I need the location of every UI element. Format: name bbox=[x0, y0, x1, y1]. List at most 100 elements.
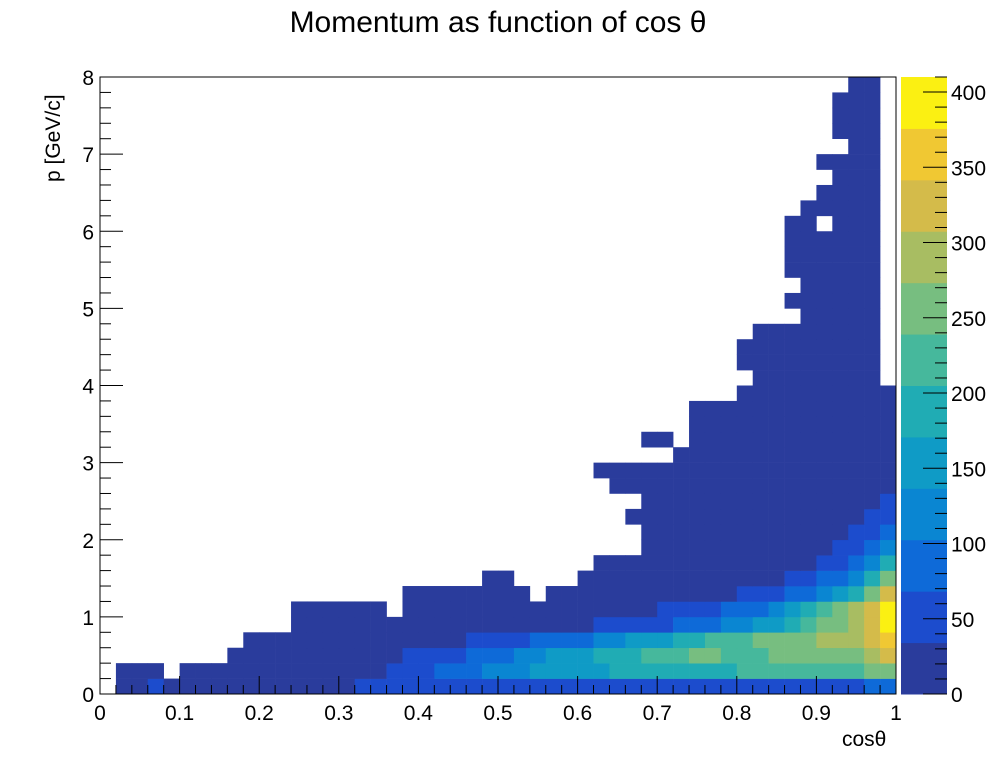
heatmap-cell bbox=[880, 570, 897, 587]
heatmap-cell bbox=[864, 647, 881, 664]
heatmap-cell bbox=[657, 462, 674, 479]
heatmap-cell bbox=[529, 647, 547, 664]
heatmap-cell bbox=[864, 246, 881, 263]
heatmap-cell bbox=[498, 647, 515, 664]
heatmap-cell bbox=[115, 678, 133, 695]
heatmap-cell bbox=[482, 616, 499, 633]
heatmap-cell bbox=[434, 601, 451, 618]
heatmap-cell bbox=[752, 323, 769, 340]
heatmap-cell bbox=[800, 570, 817, 587]
heatmap-cell bbox=[720, 616, 738, 633]
heatmap-cell bbox=[593, 632, 610, 649]
heatmap-cell bbox=[386, 663, 403, 679]
heatmap-cell bbox=[736, 570, 754, 587]
heatmap-cell bbox=[752, 385, 769, 402]
heatmap-cell bbox=[752, 647, 769, 664]
heatmap-cell bbox=[704, 555, 722, 571]
heatmap-cell bbox=[848, 586, 865, 602]
heatmap-cell bbox=[720, 462, 738, 479]
heatmap-cell bbox=[720, 555, 738, 571]
heatmap-cell bbox=[545, 586, 562, 602]
heatmap-cell bbox=[800, 601, 817, 618]
heatmap-cell bbox=[402, 632, 419, 649]
heatmap-cell bbox=[784, 462, 801, 479]
heatmap-cell bbox=[816, 370, 833, 386]
heatmap-cell bbox=[864, 292, 881, 309]
heatmap-cell bbox=[689, 678, 706, 695]
heatmap-cell bbox=[880, 555, 897, 571]
heatmap-cell bbox=[848, 555, 865, 571]
heatmap-cell bbox=[625, 678, 642, 695]
colorbar-segment bbox=[901, 488, 947, 541]
heatmap-cell bbox=[880, 616, 897, 633]
heatmap-cell bbox=[195, 678, 212, 695]
heatmap-cell bbox=[752, 447, 769, 463]
heatmap-cell bbox=[736, 616, 754, 633]
heatmap-cell bbox=[657, 632, 674, 649]
heatmap-cell bbox=[657, 616, 674, 633]
heatmap-cell bbox=[720, 601, 738, 618]
heatmap-cell bbox=[816, 539, 833, 556]
heatmap-cell bbox=[673, 493, 690, 510]
heatmap-cell bbox=[848, 339, 865, 355]
heatmap-cell bbox=[736, 447, 754, 463]
heatmap-cell bbox=[784, 400, 801, 417]
heatmap-cell bbox=[864, 107, 881, 124]
heatmap-cell bbox=[832, 370, 849, 386]
heatmap-cell bbox=[577, 678, 594, 695]
heatmap-cell bbox=[641, 616, 658, 633]
heatmap-cell bbox=[673, 508, 690, 525]
heatmap-cell bbox=[689, 647, 706, 664]
heatmap-cell bbox=[450, 663, 467, 679]
heatmap-cell bbox=[402, 678, 419, 695]
heatmap-cell bbox=[752, 586, 769, 602]
heatmap-cell bbox=[561, 647, 578, 664]
heatmap-cell bbox=[816, 493, 833, 510]
heatmap-cell bbox=[593, 601, 610, 618]
heatmap-cell bbox=[482, 586, 499, 602]
heatmap-cell bbox=[466, 678, 483, 695]
heatmap-cell bbox=[545, 616, 562, 633]
x-tick-label: 0.3 bbox=[324, 702, 353, 725]
heatmap-cell bbox=[243, 678, 260, 695]
heatmap-cell bbox=[864, 508, 881, 525]
heatmap-cell bbox=[545, 663, 562, 679]
heatmap-cell bbox=[482, 647, 499, 664]
heatmap-cell bbox=[434, 647, 451, 664]
heatmap-cell bbox=[864, 447, 881, 463]
heatmap-cell bbox=[816, 339, 833, 355]
heatmap-cell bbox=[513, 632, 531, 649]
heatmap-cell bbox=[354, 616, 371, 633]
heatmap-cell bbox=[275, 632, 292, 649]
heatmap-cell bbox=[848, 570, 865, 587]
heatmap-cell bbox=[689, 508, 706, 525]
heatmap-cell bbox=[848, 462, 865, 479]
heatmap-cell bbox=[482, 678, 499, 695]
x-tick-label: 0.4 bbox=[404, 702, 434, 725]
heatmap-cell bbox=[800, 231, 817, 247]
heatmap-cell bbox=[593, 586, 610, 602]
heatmap-cell bbox=[434, 586, 451, 602]
heatmap-cell bbox=[848, 632, 865, 649]
heatmap-cell bbox=[816, 508, 833, 525]
heatmap-cell bbox=[784, 339, 801, 355]
heatmap-cell bbox=[848, 524, 865, 541]
heatmap-cell bbox=[641, 478, 658, 494]
heatmap-cell bbox=[816, 323, 833, 340]
heatmap-cell bbox=[529, 616, 547, 633]
heatmap-cell bbox=[816, 431, 833, 448]
heatmap-cell bbox=[864, 616, 881, 633]
heatmap-cell bbox=[800, 370, 817, 386]
heatmap-cell bbox=[704, 616, 722, 633]
heatmap-cell bbox=[275, 663, 292, 679]
colorbar-tick-label: 150 bbox=[951, 458, 986, 481]
heatmap-cell bbox=[816, 616, 833, 633]
y-tick-label: 7 bbox=[82, 144, 94, 167]
heatmap-cell bbox=[482, 570, 499, 587]
heatmap-cell bbox=[704, 416, 722, 433]
y-tick-label: 5 bbox=[82, 298, 94, 321]
heatmap-cell bbox=[880, 385, 897, 402]
heatmap-cell bbox=[625, 555, 642, 571]
heatmap-cell bbox=[848, 107, 865, 124]
heatmap-cell bbox=[736, 647, 754, 664]
